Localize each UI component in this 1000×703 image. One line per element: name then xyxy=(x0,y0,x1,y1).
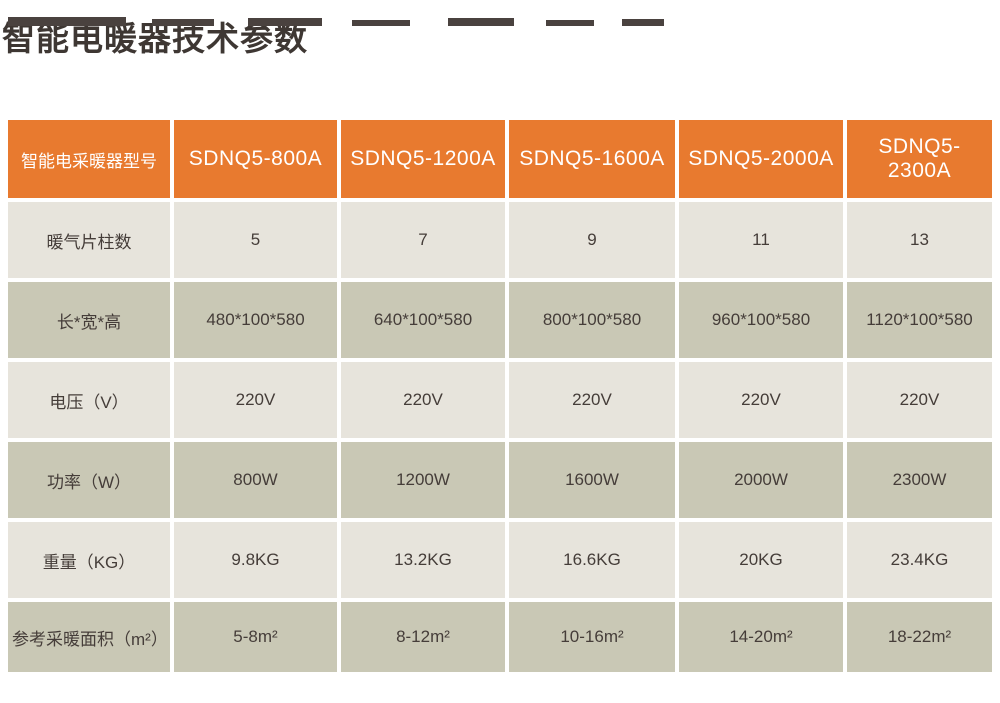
cell-value: 23.4KG xyxy=(847,522,992,598)
cell-value: 1200W xyxy=(341,442,505,518)
row-label-power: 功率（W） xyxy=(8,442,170,518)
cell-value: 2000W xyxy=(679,442,843,518)
header-model-sdnq5-2300a: SDNQ5-2300A xyxy=(847,120,992,198)
page-title: 智能电暖器技术参数 xyxy=(2,20,308,57)
table-row-dimensions: 长*宽*高 480*100*580 640*100*580 800*100*58… xyxy=(8,282,992,358)
cell-value: 800*100*580 xyxy=(509,282,675,358)
cell-value: 5 xyxy=(174,202,337,278)
row-label-voltage: 电压（V） xyxy=(8,362,170,438)
table-row-columns: 暖气片柱数 5 7 9 11 13 xyxy=(8,202,992,278)
cell-value: 18-22m² xyxy=(847,602,992,672)
text-fragment xyxy=(152,19,214,26)
header-model-sdnq5-800a: SDNQ5-800A xyxy=(174,120,337,198)
cell-value: 1120*100*580 xyxy=(847,282,992,358)
cell-value: 2300W xyxy=(847,442,992,518)
text-fragment xyxy=(622,19,664,26)
cell-value: 220V xyxy=(679,362,843,438)
cell-value: 20KG xyxy=(679,522,843,598)
table-row-weight: 重量（KG） 9.8KG 13.2KG 16.6KG 20KG 23.4KG xyxy=(8,522,992,598)
cell-value: 14-20m² xyxy=(679,602,843,672)
cell-value: 9.8KG xyxy=(174,522,337,598)
cell-value: 5-8m² xyxy=(174,602,337,672)
cell-value: 480*100*580 xyxy=(174,282,337,358)
text-fragment xyxy=(546,20,594,26)
cell-value: 1600W xyxy=(509,442,675,518)
header-model-label: 智能电采暖器型号 xyxy=(8,120,170,198)
cell-value: 8-12m² xyxy=(341,602,505,672)
table-row-voltage: 电压（V） 220V 220V 220V 220V 220V xyxy=(8,362,992,438)
text-fragment xyxy=(352,20,410,26)
table-header-row: 智能电采暖器型号 SDNQ5-800A SDNQ5-1200A SDNQ5-16… xyxy=(8,120,992,198)
cell-value: 960*100*580 xyxy=(679,282,843,358)
cell-value: 640*100*580 xyxy=(341,282,505,358)
cell-value: 220V xyxy=(174,362,337,438)
cell-value: 10-16m² xyxy=(509,602,675,672)
cell-value: 220V xyxy=(847,362,992,438)
header-model-sdnq5-2000a: SDNQ5-2000A xyxy=(679,120,843,198)
cell-value: 7 xyxy=(341,202,505,278)
text-fragment xyxy=(248,18,322,26)
cell-value: 11 xyxy=(679,202,843,278)
text-fragment xyxy=(448,18,514,26)
cell-value: 9 xyxy=(509,202,675,278)
row-label-columns: 暖气片柱数 xyxy=(8,202,170,278)
row-label-dimensions: 长*宽*高 xyxy=(8,282,170,358)
spec-table: 智能电采暖器型号 SDNQ5-800A SDNQ5-1200A SDNQ5-16… xyxy=(4,116,996,676)
cell-value: 220V xyxy=(341,362,505,438)
cell-value: 220V xyxy=(509,362,675,438)
cell-value: 800W xyxy=(174,442,337,518)
clipped-text-fragments xyxy=(8,16,664,26)
cell-value: 16.6KG xyxy=(509,522,675,598)
text-fragment xyxy=(8,17,126,26)
row-label-weight: 重量（KG） xyxy=(8,522,170,598)
table-row-power: 功率（W） 800W 1200W 1600W 2000W 2300W xyxy=(8,442,992,518)
cell-value: 13.2KG xyxy=(341,522,505,598)
header-model-sdnq5-1200a: SDNQ5-1200A xyxy=(341,120,505,198)
row-label-heating-area: 参考采暖面积（m²） xyxy=(8,602,170,672)
cell-value: 13 xyxy=(847,202,992,278)
header-model-sdnq5-1600a: SDNQ5-1600A xyxy=(509,120,675,198)
table-row-heating-area: 参考采暖面积（m²） 5-8m² 8-12m² 10-16m² 14-20m² … xyxy=(8,602,992,672)
